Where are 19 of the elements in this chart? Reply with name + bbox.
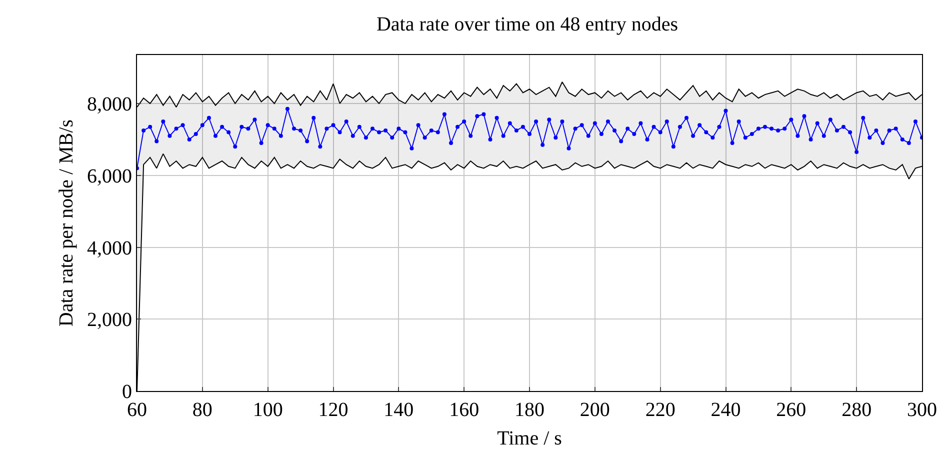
y-tick-label: 4,000	[87, 237, 132, 260]
x-tick-label: 260	[776, 399, 806, 421]
y-tick-label: 2,000	[87, 309, 132, 332]
x-tick-label: 80	[192, 399, 212, 421]
x-tick-label: 280	[842, 399, 872, 421]
x-tick-label: 140	[384, 399, 414, 421]
y-axis-title: Data rate per node / MB/s	[56, 119, 78, 327]
x-axis-title: Time / s	[497, 428, 562, 450]
x-tick-label: 240	[710, 399, 741, 421]
x-tick-label: 200	[580, 399, 610, 421]
x-tick-label: 300	[907, 399, 937, 421]
chart-title: Data rate over time on 48 entry nodes	[376, 14, 678, 36]
x-tick-label: 100	[252, 399, 283, 421]
y-tick-label: 8,000	[87, 94, 132, 116]
x-tick-label: 120	[318, 399, 348, 421]
y-tick-label: 6,000	[87, 165, 132, 188]
x-tick-label: 180	[514, 399, 544, 421]
x-tick-label: 220	[645, 399, 676, 421]
x-tick-label: 160	[449, 399, 480, 421]
